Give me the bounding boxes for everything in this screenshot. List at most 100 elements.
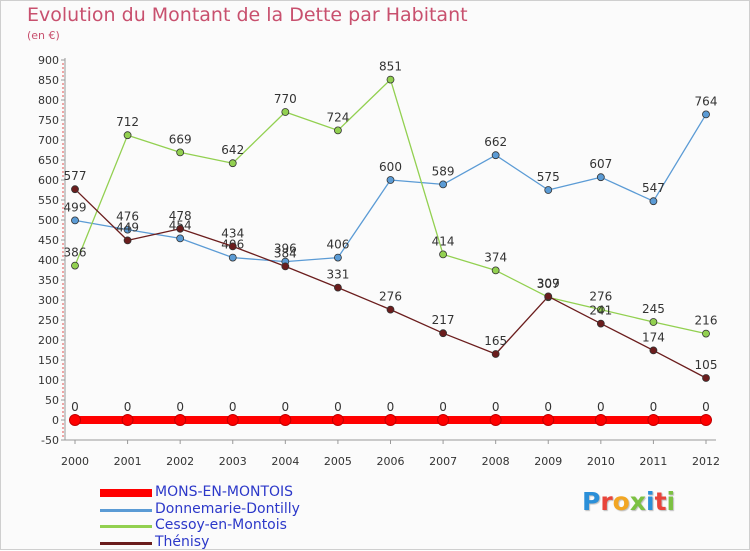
data-point bbox=[71, 261, 79, 270]
data-point bbox=[334, 283, 342, 292]
y-tick-label: 400 bbox=[38, 254, 59, 267]
y-tick-label: 600 bbox=[38, 174, 59, 187]
data-point bbox=[439, 329, 447, 338]
data-point bbox=[334, 253, 342, 262]
x-tick-label: 2010 bbox=[587, 455, 615, 468]
data-point bbox=[176, 234, 185, 243]
data-point bbox=[439, 180, 447, 189]
x-tick-label: 2003 bbox=[219, 455, 247, 468]
x-tick-label: 2002 bbox=[166, 455, 194, 468]
data-label: 764 bbox=[695, 94, 718, 108]
proxiti-logo: Proxiti bbox=[582, 487, 675, 516]
data-point bbox=[702, 110, 710, 119]
legend-label: Donnemarie-Dontilly bbox=[155, 500, 300, 517]
y-tick-label: 0 bbox=[52, 414, 59, 427]
x-tick-label: 2012 bbox=[692, 455, 720, 468]
data-point bbox=[700, 414, 712, 426]
data-point bbox=[279, 414, 292, 426]
data-label: 0 bbox=[229, 400, 237, 414]
data-label: 331 bbox=[326, 268, 349, 282]
logo-letter: o bbox=[612, 487, 630, 516]
legend-swatch bbox=[100, 508, 152, 512]
legend-label: Cessoy-en-Montois bbox=[155, 517, 287, 533]
data-label: 309 bbox=[537, 276, 560, 290]
x-tick-label: 2009 bbox=[534, 455, 562, 468]
data-label: 851 bbox=[379, 60, 402, 74]
data-point bbox=[386, 75, 395, 84]
data-point bbox=[176, 224, 185, 233]
y-tick-label: 200 bbox=[38, 334, 59, 347]
logo-letter: r bbox=[600, 487, 613, 516]
data-point bbox=[439, 250, 447, 259]
legend-swatch bbox=[100, 541, 152, 545]
y-tick-label: -50 bbox=[41, 434, 59, 447]
data-label: 575 bbox=[537, 170, 560, 184]
y-tick-label: 550 bbox=[38, 194, 59, 207]
x-tick-label: 2011 bbox=[639, 455, 667, 468]
data-label: 0 bbox=[597, 400, 605, 414]
data-point bbox=[544, 186, 553, 194]
data-point bbox=[649, 197, 658, 206]
logo-letter: x bbox=[629, 487, 646, 516]
data-label: 476 bbox=[116, 210, 139, 224]
data-point bbox=[281, 108, 290, 116]
data-label: 0 bbox=[71, 400, 79, 414]
data-point bbox=[334, 126, 342, 135]
data-point bbox=[491, 266, 500, 275]
data-point bbox=[174, 414, 187, 426]
data-point bbox=[542, 414, 555, 426]
chart-title: Evolution du Montant de la Dette par Hab… bbox=[27, 4, 468, 26]
data-point bbox=[437, 414, 450, 426]
data-point bbox=[331, 414, 344, 426]
y-tick-label: 900 bbox=[38, 54, 59, 67]
data-point bbox=[649, 346, 658, 355]
logo-letter: i bbox=[666, 487, 676, 516]
data-label: 374 bbox=[484, 250, 507, 264]
data-label: 600 bbox=[379, 160, 402, 174]
data-point bbox=[176, 148, 185, 157]
data-label: 396 bbox=[274, 242, 297, 256]
data-label: 0 bbox=[282, 400, 290, 414]
legend-swatch bbox=[100, 489, 152, 497]
legend-label: Thénisy bbox=[155, 533, 210, 550]
data-point bbox=[596, 319, 605, 328]
data-label: 217 bbox=[432, 313, 455, 327]
data-label: 0 bbox=[650, 400, 658, 414]
y-tick-label: 500 bbox=[38, 214, 59, 227]
data-label: 0 bbox=[334, 400, 342, 414]
x-tick-label: 2001 bbox=[114, 455, 142, 468]
data-point bbox=[702, 374, 710, 382]
data-label: 384 bbox=[274, 246, 297, 260]
logo-letter: i bbox=[646, 487, 655, 516]
data-label: 105 bbox=[695, 358, 718, 372]
data-label: 0 bbox=[176, 400, 184, 414]
data-label: 165 bbox=[484, 334, 507, 348]
y-tick-label: 300 bbox=[38, 294, 59, 307]
data-label: 478 bbox=[169, 209, 192, 223]
data-label: 386 bbox=[64, 246, 87, 260]
data-label: 607 bbox=[589, 157, 612, 171]
data-point bbox=[226, 414, 239, 426]
data-label: 662 bbox=[484, 135, 507, 149]
x-tick-label: 2008 bbox=[482, 455, 510, 468]
data-point bbox=[386, 176, 395, 184]
data-label: 216 bbox=[695, 314, 718, 328]
y-tick-label: 50 bbox=[45, 394, 59, 407]
data-point bbox=[596, 173, 605, 182]
chart-unit: (en €) bbox=[27, 29, 60, 42]
data-label: 589 bbox=[432, 164, 455, 178]
data-point bbox=[702, 329, 710, 338]
x-tick-label: 2004 bbox=[271, 455, 299, 468]
data-label: 174 bbox=[642, 330, 665, 344]
data-label: 499 bbox=[64, 200, 87, 214]
data-point bbox=[281, 262, 290, 271]
x-tick-label: 2006 bbox=[377, 455, 405, 468]
legend-swatch bbox=[100, 525, 152, 528]
data-point bbox=[71, 216, 79, 225]
data-point bbox=[123, 236, 132, 245]
legend-label: MONS-EN-MONTOIS bbox=[155, 484, 294, 500]
data-point bbox=[123, 225, 132, 234]
data-label: 245 bbox=[642, 302, 665, 316]
